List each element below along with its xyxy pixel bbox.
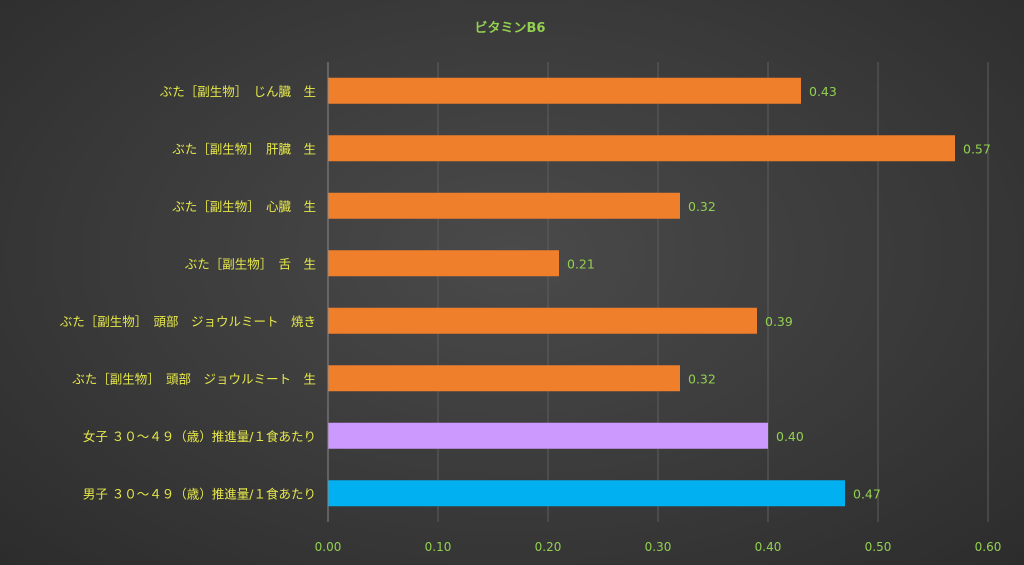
category-labels: ぶた［副生物］ じん臓 生ぶた［副生物］ 肝臓 生ぶた［副生物］ 心臓 生ぶた［… [60, 84, 316, 502]
category-label: ぶた［副生物］ じん臓 生 [160, 84, 316, 99]
category-label: ぶた［副生物］ 舌 生 [185, 256, 316, 271]
data-label: 0.32 [688, 199, 716, 214]
bar [328, 307, 757, 334]
x-tick-label: 0.60 [975, 540, 1002, 554]
category-label: 女子 ３０～４９（歳）推進量/１食あたり [83, 429, 316, 444]
bar [328, 250, 559, 277]
category-label: ぶた［副生物］ 頭部 ジョウルミート 生 [72, 371, 316, 386]
data-label: 0.57 [963, 141, 991, 156]
data-label: 0.40 [776, 429, 804, 444]
data-label: 0.47 [853, 486, 881, 501]
x-tick-label: 0.30 [645, 540, 672, 554]
gridlines [327, 62, 989, 522]
category-label: 男子 ３０～４９（歳）推進量/１食あたり [83, 486, 316, 501]
x-tick-label: 0.20 [535, 540, 562, 554]
bars: 0.43 0.57 0.32 0.21 0.39 0.32 0.40 0.47 [328, 77, 991, 507]
category-label: ぶた［副生物］ 心臓 生 [172, 199, 316, 214]
x-tick-label: 0.50 [865, 540, 892, 554]
data-label: 0.39 [765, 314, 793, 329]
bar [328, 192, 680, 219]
data-label: 0.32 [688, 371, 716, 386]
x-tick-label: 0.00 [315, 540, 342, 554]
bar [328, 480, 845, 507]
x-tick-label: 0.40 [755, 540, 782, 554]
data-label: 0.43 [809, 84, 837, 99]
chart-title: ビタミンB6 [475, 20, 546, 36]
category-label: ぶた［副生物］ 肝臓 生 [172, 141, 316, 156]
bar [328, 422, 768, 449]
bar [328, 365, 680, 392]
data-label: 0.21 [567, 256, 595, 271]
bar [328, 77, 801, 104]
bar [328, 135, 955, 162]
category-label: ぶた［副生物］ 頭部 ジョウルミート 焼き [60, 314, 316, 329]
x-tick-label: 0.10 [425, 540, 452, 554]
x-axis-ticks: 0.00 0.10 0.20 0.30 0.40 0.50 0.60 [315, 540, 1002, 554]
